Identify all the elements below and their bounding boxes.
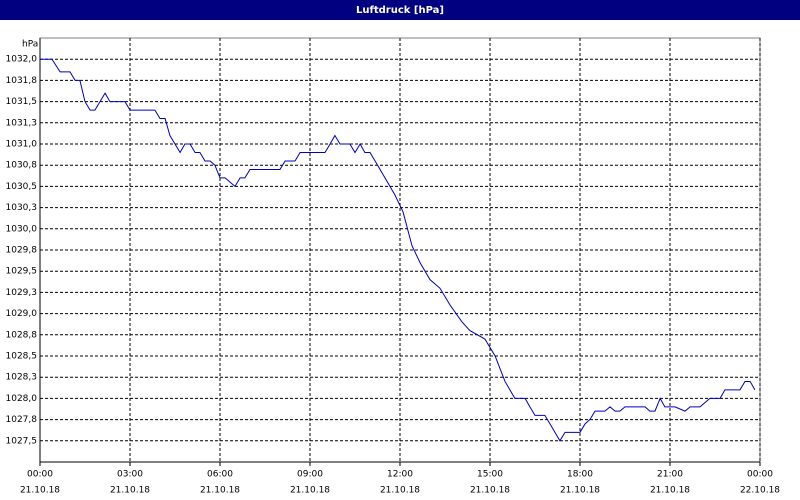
y-tick-label: 1028,8 <box>6 330 38 340</box>
y-tick-label: 1027,5 <box>6 436 38 446</box>
y-tick-label: 1031,0 <box>6 140 38 150</box>
x-tick-label: 00:00 <box>27 470 53 480</box>
y-tick-label: 1028,0 <box>6 394 38 404</box>
y-tick-label: 1029,8 <box>6 246 38 256</box>
x-tick-label: 03:00 <box>117 470 143 480</box>
y-tick-label: 1030,5 <box>6 182 38 192</box>
y-tick-label: 1029,0 <box>6 309 38 319</box>
y-tick-label: 1032,0 <box>6 55 38 65</box>
x-tick-date: 21.10.18 <box>380 486 420 496</box>
y-tick-label: 1031,3 <box>6 118 38 128</box>
y-tick-label: 1029,3 <box>6 288 38 298</box>
y-tick-label: 1030,0 <box>6 224 38 234</box>
y-tick-label: 1029,5 <box>6 267 38 277</box>
x-tick-date: 21.10.18 <box>650 486 690 496</box>
x-tick-date: 21.10.18 <box>290 486 330 496</box>
title-bar <box>0 0 800 20</box>
x-tick-label: 21:00 <box>657 470 683 480</box>
y-tick-label: 1028,5 <box>6 352 38 362</box>
x-tick-date: 21.10.18 <box>560 486 600 496</box>
x-tick-date: 21.10.18 <box>200 486 240 496</box>
y-tick-label: 1030,3 <box>6 203 38 213</box>
x-tick-label: 00:00 <box>747 470 773 480</box>
x-tick-label: 15:00 <box>477 470 503 480</box>
x-tick-date: 22.10.18 <box>740 486 780 496</box>
x-tick-label: 09:00 <box>297 470 323 480</box>
x-tick-label: 18:00 <box>567 470 593 480</box>
x-tick-date: 21.10.18 <box>470 486 510 496</box>
y-tick-label: 1031,5 <box>6 97 38 107</box>
chart-title: Luftdruck [hPa] <box>356 5 444 16</box>
x-tick-date: 21.10.18 <box>20 486 60 496</box>
data-line <box>40 58 756 442</box>
y-unit: hPa <box>22 40 38 50</box>
y-tick-label: 1031,8 <box>6 76 38 86</box>
x-tick-date: 21.10.18 <box>110 486 150 496</box>
x-tick-label: 12:00 <box>387 470 413 480</box>
y-tick-label: 1027,8 <box>6 415 38 425</box>
y-tick-label: 1030,8 <box>6 161 38 171</box>
x-tick-label: 06:00 <box>207 470 233 480</box>
y-tick-label: 1028,3 <box>6 373 38 383</box>
